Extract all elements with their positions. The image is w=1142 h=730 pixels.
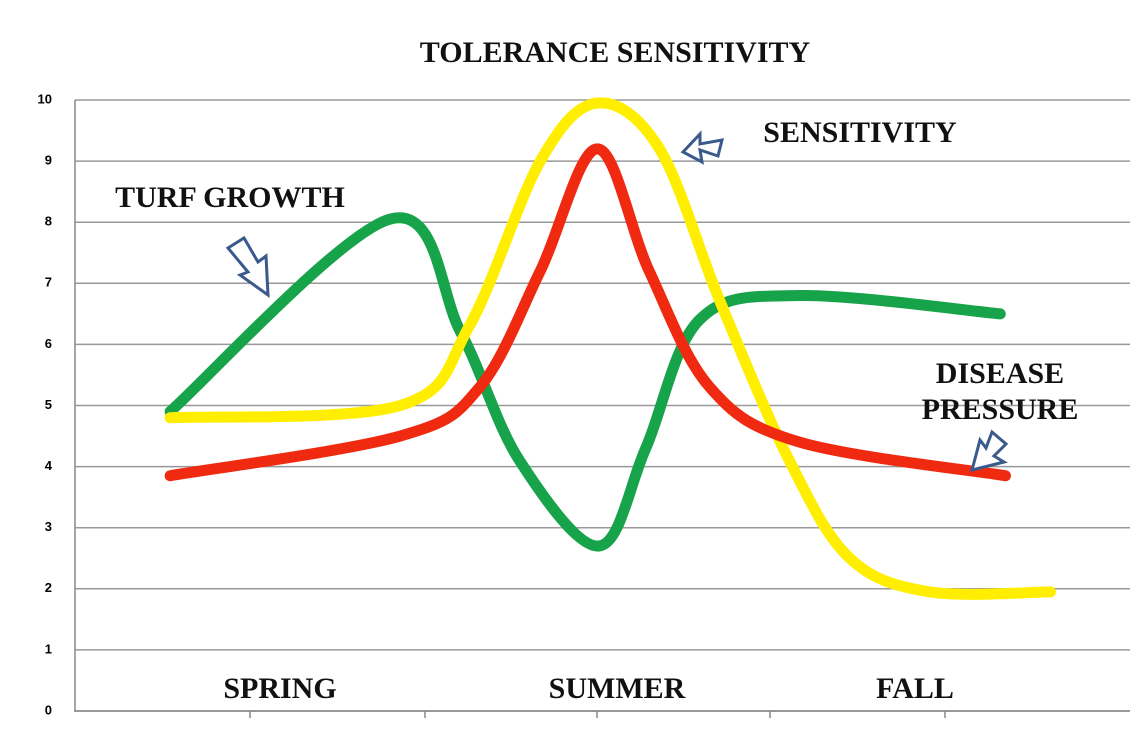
y-tick-label: 0 bbox=[45, 702, 52, 717]
series-label: DISEASE PRESSURE bbox=[921, 357, 1079, 426]
y-tick-label: 4 bbox=[45, 458, 53, 473]
arrow bbox=[680, 130, 725, 165]
y-tick-label: 2 bbox=[45, 580, 52, 595]
y-tick-label: 3 bbox=[45, 519, 52, 534]
y-tick-label: 8 bbox=[45, 214, 52, 229]
series-label: TURF GROWTH bbox=[115, 181, 345, 214]
y-tick-label: 7 bbox=[45, 275, 52, 290]
y-tick-label: 6 bbox=[45, 336, 52, 351]
arrow bbox=[969, 429, 1009, 473]
arrow bbox=[225, 235, 270, 299]
y-tick-label: 1 bbox=[45, 641, 52, 656]
x-axis bbox=[74, 100, 1130, 718]
line bbox=[164, 212, 1006, 552]
season-label: FALL bbox=[876, 672, 954, 705]
line bbox=[164, 97, 1056, 600]
season-label: SPRING bbox=[223, 672, 336, 705]
arrows bbox=[225, 130, 1009, 473]
season-label: SUMMER bbox=[549, 672, 686, 705]
series-label: SENSITIVITY bbox=[763, 116, 957, 149]
y-tick-label: 10 bbox=[38, 91, 52, 106]
y-tick-label: 5 bbox=[45, 397, 52, 412]
chart-title: TOLERANCE SENSITIVITY bbox=[420, 36, 811, 69]
line bbox=[164, 143, 1011, 482]
y-tick-label: 9 bbox=[45, 153, 52, 168]
